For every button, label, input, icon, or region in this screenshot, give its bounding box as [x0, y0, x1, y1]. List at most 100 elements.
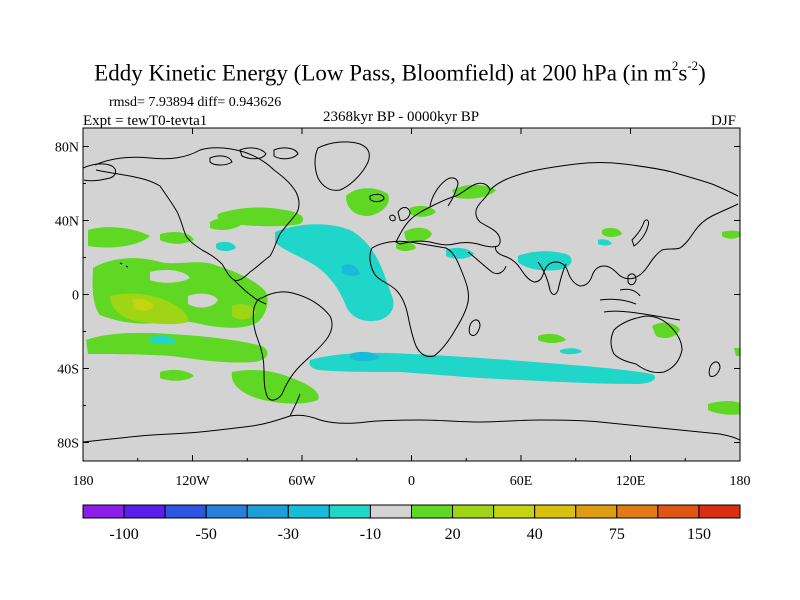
coastline-arabia — [467, 251, 507, 275]
coastline-scandinavia — [429, 177, 459, 207]
anomaly-southern-ocean — [231, 370, 319, 404]
anomaly-australia — [652, 322, 680, 338]
colorbar-swatch — [657, 504, 700, 519]
coastline-new-zealand — [708, 361, 721, 377]
title-text: Eddy Kinetic Energy (Low Pass, Bloomfiel… — [94, 60, 672, 86]
lat-tick-label: 80N — [55, 141, 79, 156]
coastline-south-america — [252, 291, 333, 401]
colorbar-label: 75 — [609, 526, 625, 543]
lat-tick-label: 40S — [57, 363, 79, 378]
lat-tick-label: 40N — [55, 215, 79, 230]
anomaly-south-pacific-cyan — [150, 335, 176, 345]
coastline-india — [537, 261, 567, 295]
colorbar-swatch — [575, 504, 618, 519]
coastline-british-isles — [389, 207, 411, 222]
coastline-antarctica — [83, 414, 740, 443]
lon-tick-label: 60E — [510, 474, 533, 489]
season-label: DJF — [711, 113, 737, 129]
rmsd-diff-stats: rmsd= 7.93894 diff= 0.943626 — [109, 95, 282, 110]
colorbar-swatch — [246, 504, 289, 519]
anomaly-pacific-max — [132, 298, 154, 311]
anomaly-hole-2 — [150, 270, 190, 283]
anomaly-east-pacific-core — [232, 304, 256, 320]
title-exponent-2: -2 — [687, 58, 699, 73]
coastline-central-america — [233, 279, 267, 305]
coastline-madagascar — [468, 319, 481, 337]
map-area — [83, 128, 740, 461]
colorbar-swatch — [287, 504, 330, 519]
coastline-iceland — [369, 193, 385, 203]
coastline-alaska — [83, 163, 117, 182]
lon-tick-label: 180 — [73, 474, 94, 489]
colorbar-label: -50 — [196, 526, 217, 543]
anomaly-japan — [602, 227, 622, 237]
coastline-hawaii — [119, 262, 129, 268]
lon-tick-label: 120W — [175, 474, 210, 489]
anomaly-hole-1 — [188, 293, 218, 308]
anomaly-south-pacific — [86, 332, 268, 363]
coastline-canadian-islands — [209, 147, 299, 166]
title-close: ) — [698, 60, 706, 86]
coastline-indonesia — [599, 288, 681, 321]
colorbar-swatch — [328, 504, 371, 519]
colorbar-swatch — [123, 504, 166, 519]
colorbar-label: 20 — [445, 526, 461, 543]
anomaly-europe — [404, 227, 432, 242]
anomaly-southern-cyan — [309, 352, 656, 384]
coastline-europe — [395, 182, 501, 248]
colorbar-swatch — [493, 504, 536, 519]
period-label: 2368kyr BP - 0000kyr BP — [323, 109, 480, 125]
anomaly-asia-cyan — [598, 239, 612, 246]
colorbar-swatch — [698, 504, 741, 519]
colorbar-swatch — [616, 504, 659, 519]
lat-tick-label: 0 — [72, 289, 79, 304]
colorbar: -100 -50 -30 -10 20 40 75 150 — [82, 504, 741, 543]
coastline-antarctic-peninsula — [289, 393, 301, 417]
coastlines — [83, 141, 740, 443]
colorbar-label: -30 — [278, 526, 299, 543]
anomaly-middle-east — [518, 251, 572, 271]
anomaly-fills — [86, 184, 740, 415]
anomaly-north-atlantic — [275, 224, 394, 322]
colorbar-label: -10 — [360, 526, 381, 543]
anomaly-north-america-east — [217, 207, 304, 227]
plot-title: Eddy Kinetic Energy (Low Pass, Bloomfiel… — [0, 58, 800, 87]
colorbar-swatch — [82, 504, 125, 519]
anomaly-np-upper — [88, 227, 150, 248]
title-unit: s — [678, 60, 688, 86]
anomaly-indian-ocean — [538, 333, 566, 343]
coastline-greenland — [314, 141, 370, 191]
anomaly-indian-cyan — [560, 348, 582, 355]
colorbar-swatch — [369, 504, 412, 519]
anomaly-west-pacific — [722, 230, 740, 239]
colorbar-swatch — [205, 504, 248, 519]
anomaly-greenland — [346, 188, 389, 216]
colorbar-swatch — [411, 504, 454, 519]
colorbar-swatch — [452, 504, 495, 519]
anomaly-atlantic-inner — [342, 264, 360, 277]
lon-tick-label: 60W — [288, 474, 316, 489]
colorbar-swatch — [534, 504, 577, 519]
anomaly-southern-cyan-core — [350, 351, 380, 361]
anomaly-south-atlantic-patch — [160, 369, 194, 381]
colorbar-swatch — [164, 504, 207, 519]
anomaly-arabia — [446, 247, 474, 259]
lon-tick-label: 120E — [616, 474, 646, 489]
anomaly-na-left — [216, 241, 236, 251]
anomaly-far-pacific — [734, 348, 740, 356]
lon-tick-label: 180 — [730, 474, 751, 489]
experiment-label: Expt = tewT0-tevta1 — [83, 113, 208, 129]
colorbar-label: 40 — [527, 526, 543, 543]
anomaly-north-eurasia — [452, 184, 496, 199]
coastline-africa — [369, 240, 469, 357]
coastline-australia — [610, 315, 683, 373]
lat-tick-label: 80S — [57, 437, 79, 452]
title-exponent-1: 2 — [671, 58, 679, 73]
axis-ticks: 80N 40N 0 40S 80S 180 120W 60W 0 60E 120E 180 — [55, 128, 751, 489]
coastline-philippines — [627, 273, 637, 286]
colorbar-label: 150 — [687, 526, 711, 543]
lon-tick-label: 0 — [408, 474, 415, 489]
anomaly-south-east-pacific — [708, 401, 740, 415]
colorbar-label: -100 — [109, 526, 138, 543]
